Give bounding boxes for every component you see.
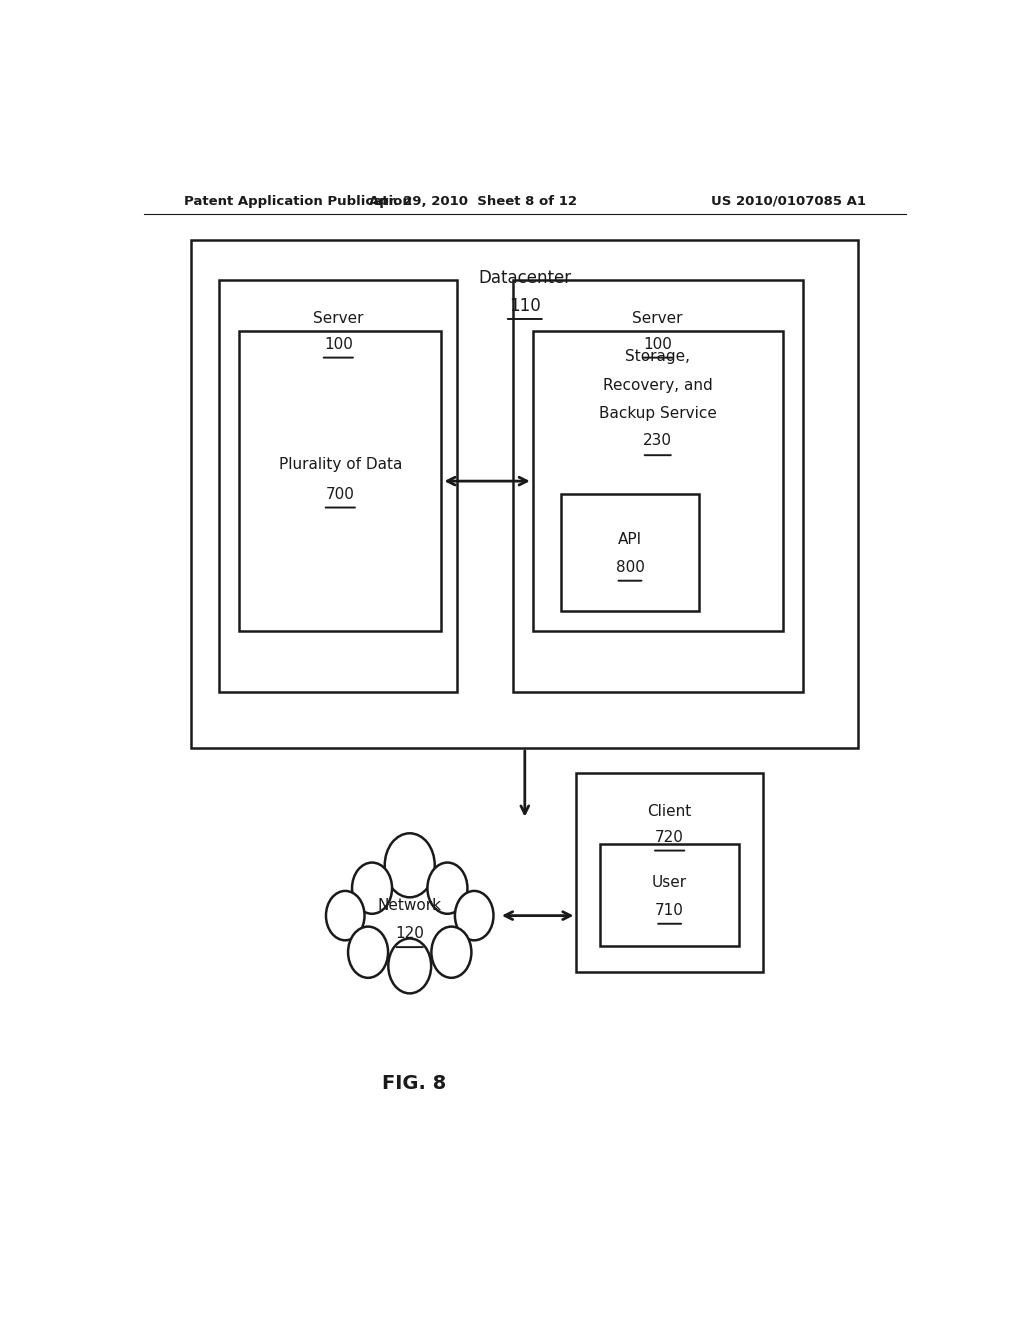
Text: Datacenter: Datacenter	[478, 269, 571, 288]
Text: 100: 100	[643, 337, 672, 352]
Text: Storage,: Storage,	[626, 348, 690, 364]
Text: 800: 800	[615, 560, 644, 576]
Text: 720: 720	[655, 830, 684, 845]
Circle shape	[352, 862, 392, 913]
Text: Server: Server	[633, 312, 683, 326]
Text: 100: 100	[324, 337, 352, 352]
Text: 700: 700	[326, 487, 354, 502]
FancyBboxPatch shape	[560, 494, 699, 611]
Text: Server: Server	[313, 312, 364, 326]
Circle shape	[385, 833, 435, 898]
Text: Client: Client	[647, 804, 692, 820]
FancyBboxPatch shape	[577, 774, 763, 972]
Circle shape	[455, 891, 494, 940]
Text: 710: 710	[655, 903, 684, 917]
Text: US 2010/0107085 A1: US 2010/0107085 A1	[711, 194, 866, 207]
Circle shape	[431, 927, 471, 978]
FancyBboxPatch shape	[240, 331, 441, 631]
FancyBboxPatch shape	[600, 845, 739, 946]
Text: 230: 230	[643, 433, 672, 449]
Text: Backup Service: Backup Service	[599, 407, 717, 421]
Circle shape	[326, 891, 365, 940]
Text: FIG. 8: FIG. 8	[382, 1074, 445, 1093]
Text: Patent Application Publication: Patent Application Publication	[183, 194, 412, 207]
Text: 110: 110	[509, 297, 541, 314]
Text: User: User	[652, 875, 687, 890]
Text: Recovery, and: Recovery, and	[603, 378, 713, 392]
Text: API: API	[617, 532, 642, 546]
Circle shape	[348, 927, 388, 978]
FancyBboxPatch shape	[219, 280, 458, 692]
Text: Apr. 29, 2010  Sheet 8 of 12: Apr. 29, 2010 Sheet 8 of 12	[370, 194, 578, 207]
FancyBboxPatch shape	[513, 280, 803, 692]
Circle shape	[427, 862, 467, 913]
Text: Plurality of Data: Plurality of Data	[279, 457, 402, 473]
Text: Network: Network	[378, 898, 441, 913]
Circle shape	[388, 939, 431, 994]
FancyBboxPatch shape	[532, 331, 782, 631]
FancyBboxPatch shape	[191, 240, 858, 748]
Text: 120: 120	[395, 927, 424, 941]
